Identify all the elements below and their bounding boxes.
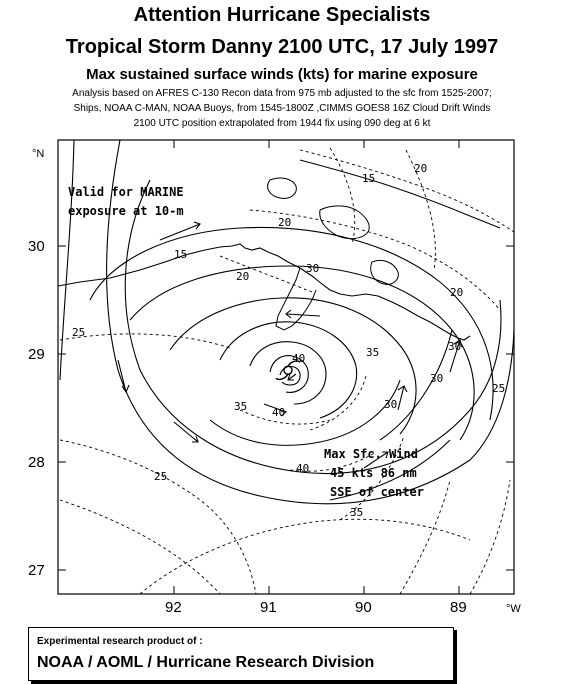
credit-line-1: Experimental research product of : xyxy=(37,636,203,647)
storm-title: Tropical Storm Danny 2100 UTC, 17 July 1… xyxy=(65,36,499,58)
isotachs-dashed xyxy=(59,147,514,594)
max-wind-note-line3: SSE of center xyxy=(330,485,424,499)
contour-label: 30 xyxy=(306,262,319,275)
lat-label-30: 30 xyxy=(28,238,45,255)
map-subtitle: Max sustained surface winds (kts) for ma… xyxy=(86,66,478,83)
validity-note-line2: exposure at 10-m xyxy=(68,204,184,218)
analysis-note-3: 2100 UTC position extrapolated from 1944… xyxy=(133,118,431,129)
lat-label-28: 28 xyxy=(28,454,45,471)
credit-box: Experimental research product of : NOAA … xyxy=(28,627,454,681)
contour-label: 35 xyxy=(350,506,363,519)
contour-label: 20 xyxy=(278,216,291,229)
contour-label: 30 xyxy=(384,398,397,411)
lat-unit-label: °N xyxy=(32,148,44,160)
contour-label: 40 xyxy=(296,462,309,475)
lake-outline xyxy=(267,177,297,199)
contour-label: 40 xyxy=(272,406,285,419)
contour-label: 15 xyxy=(362,172,375,185)
lon-label-89: 89 xyxy=(450,599,467,616)
lon-label-92: 92 xyxy=(165,599,182,616)
contour-label: 35 xyxy=(234,400,247,413)
delta-outline xyxy=(275,267,317,331)
coastline-inlet xyxy=(370,259,399,285)
analysis-note-2: Ships, NOAA C-MAN, NOAA Buoys, from 1545… xyxy=(73,103,491,114)
storm-center-icon xyxy=(275,360,301,381)
contour-label: 25 xyxy=(154,470,167,483)
contour-label: 30 xyxy=(430,372,443,385)
inland-shore xyxy=(299,159,501,229)
analysis-note-1: Analysis based on AFRES C-130 Recon data… xyxy=(72,88,492,99)
isotachs-solid xyxy=(59,140,514,505)
lon-label-90: 90 xyxy=(355,599,372,616)
contour-label: 40 xyxy=(292,352,305,365)
contour-label: 30 xyxy=(448,340,461,353)
max-wind-note-line2: 45 kts 86 nm xyxy=(330,466,417,480)
contour-label: 25 xyxy=(72,326,85,339)
wind-map: °N 30 29 28 27 92 91 90 89 °W Valid for … xyxy=(28,139,521,616)
lat-label-29: 29 xyxy=(28,346,45,363)
validity-note-line1: Valid for MARINE xyxy=(68,185,184,199)
lon-label-91: 91 xyxy=(260,599,277,616)
axis-ticks xyxy=(58,140,514,594)
wind-arrows xyxy=(117,221,463,469)
contour-label: 25 xyxy=(492,382,505,395)
chart-title: Attention Hurricane Specialists xyxy=(133,4,431,26)
contour-label: 15 xyxy=(174,248,187,261)
contour-label: 20 xyxy=(414,162,427,175)
lat-label-27: 27 xyxy=(28,562,45,579)
credit-line-2: NOAA / AOML / Hurricane Research Divisio… xyxy=(37,654,375,671)
lon-unit-label: °W xyxy=(506,603,521,615)
contour-label: 20 xyxy=(236,270,249,283)
max-wind-note-line1: Max Sfc. Wind xyxy=(324,447,418,461)
contour-label: 20 xyxy=(450,286,463,299)
contour-label: 35 xyxy=(366,346,379,359)
